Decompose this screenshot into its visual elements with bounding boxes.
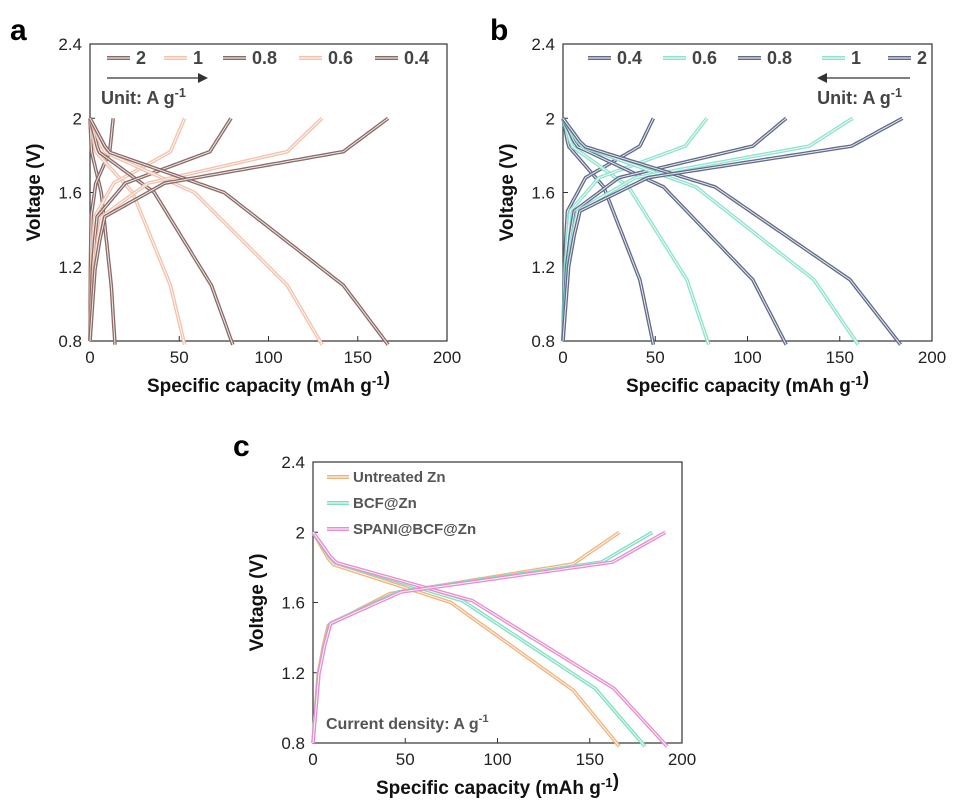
y-tick-label: 0.8: [58, 332, 82, 351]
y-axis-label: Voltage (V): [24, 144, 45, 242]
panel-label: b: [490, 14, 508, 47]
y-tick-label: 0.8: [531, 332, 555, 351]
x-axis-label: Specific capacity (mAh g-1): [626, 369, 869, 397]
legend: 0.4 0.6 0.8 1 2 Unit: A g-1: [588, 48, 927, 108]
x-axis-label: Specific capacity (mAh g-1): [147, 369, 390, 397]
legend-label: 0.4: [617, 48, 642, 68]
legend: 2 1 0.8 0.6 0.4 Unit: A g-1: [101, 48, 429, 108]
legend-label: 1: [193, 48, 203, 68]
discharge-curve-1: [89, 118, 186, 345]
charge-curve-0-6: [89, 117, 323, 342]
discharge-curve-0-4: [89, 118, 389, 346]
x-tick-label: 200: [433, 348, 461, 367]
panel-label: a: [10, 14, 27, 47]
charge-curve-0-4: [562, 118, 654, 342]
discharge-curve-0-6: [89, 118, 323, 345]
x-tick-label: 150: [344, 348, 372, 367]
legend-label: 0.6: [692, 48, 717, 68]
series-group: [311, 530, 669, 748]
discharge-curve-SPANI-BCF-Zn-outline: [311, 531, 669, 748]
charge-curve-1: [562, 117, 853, 342]
y-axis-label: Voltage (V): [497, 144, 518, 242]
x-tick-label: 0: [308, 750, 317, 769]
legend-label: 1: [851, 48, 861, 68]
legend-label: 2: [917, 48, 927, 68]
discharge-curve-0-8: [562, 118, 787, 345]
y-tick-label: 2: [296, 523, 305, 542]
discharge-curve-2: [562, 118, 901, 346]
panel-b: b 0 50 100 150 200 0.8 1.2 1.6 2 2.4 Specific capac…: [490, 14, 946, 397]
y-tick-label: 1.6: [281, 594, 305, 613]
series-group: [561, 116, 904, 346]
unit-note: Unit: A g-1: [817, 86, 902, 108]
discharge-curve-0-6: [562, 118, 710, 345]
charge-curve-0-4: [89, 117, 389, 342]
arrowhead-icon: [817, 73, 827, 83]
x-tick-label: 100: [254, 348, 282, 367]
legend-label: Untreated Zn: [353, 469, 446, 486]
charge-curve-2: [562, 117, 903, 342]
y-tick-label: 2: [546, 109, 555, 128]
y-tick-label: 2: [73, 109, 82, 128]
x-tick-label: 50: [646, 348, 665, 367]
charge-curve-1: [89, 118, 186, 342]
x-tick-label: 150: [826, 348, 854, 367]
y-tick-label: 1.2: [58, 258, 82, 277]
panel-a: a 0 50 100 150 200 0.8 1.2 1.6 2 2.4 Specific capac…: [10, 14, 461, 397]
series-group: [88, 116, 390, 346]
arrowhead-icon: [198, 73, 208, 83]
discharge-curve-Untreated-Zn: [312, 532, 620, 747]
y-axis-label: Voltage (V): [247, 554, 268, 652]
legend-label: BCF@Zn: [353, 495, 417, 512]
charge-curve-Untreated-Zn: [312, 531, 620, 744]
y-tick-label: 2.4: [281, 453, 305, 472]
legend-label: 0.6: [328, 48, 353, 68]
y-tick-label: 1.2: [531, 258, 555, 277]
x-tick-label: 200: [668, 750, 696, 769]
x-tick-label: 0: [558, 348, 567, 367]
x-tick-label: 200: [918, 348, 946, 367]
discharge-curve-0-6-outline: [561, 117, 711, 346]
y-tick-label: 1.2: [281, 664, 305, 683]
panel-c: c 0 50 100 150 200 0.8 1.2 1.6 2 2.4 Specific capac…: [233, 430, 696, 799]
x-tick-label: 50: [170, 348, 189, 367]
y-tick-label: 1.6: [531, 184, 555, 203]
y-tick-label: 2.4: [531, 35, 555, 54]
x-tick-label: 100: [483, 750, 511, 769]
y-tick-label: 1.6: [58, 184, 82, 203]
legend-label: 0.8: [767, 48, 792, 68]
x-tick-label: 100: [733, 348, 761, 367]
y-tick-label: 2.4: [58, 35, 82, 54]
x-tick-label: 50: [396, 750, 415, 769]
legend: Untreated Zn BCF@Zn SPANI@BCF@Zn Current de…: [326, 469, 489, 733]
discharge-curve-0-8: [89, 118, 234, 345]
legend-label: SPANI@BCF@Zn: [353, 521, 476, 538]
legend-label: 0.8: [252, 48, 277, 68]
panel-label: c: [233, 430, 250, 463]
x-tick-label: 150: [576, 750, 604, 769]
x-tick-label: 0: [85, 348, 94, 367]
y-tick-label: 0.8: [281, 734, 305, 753]
discharge-curve-1: [562, 118, 859, 345]
legend-label: 2: [136, 48, 146, 68]
unit-note: Unit: A g-1: [101, 86, 186, 108]
legend-label: 0.4: [404, 48, 429, 68]
charge-curve-0-8: [562, 117, 787, 342]
discharge-curve-SPANI-BCF-Zn: [312, 532, 668, 747]
charge-curve-SPANI-BCF-Zn: [312, 531, 666, 744]
x-axis-label: Specific capacity (mAh g-1): [376, 771, 619, 799]
current-density-note: Current density: A g-1: [326, 713, 489, 733]
